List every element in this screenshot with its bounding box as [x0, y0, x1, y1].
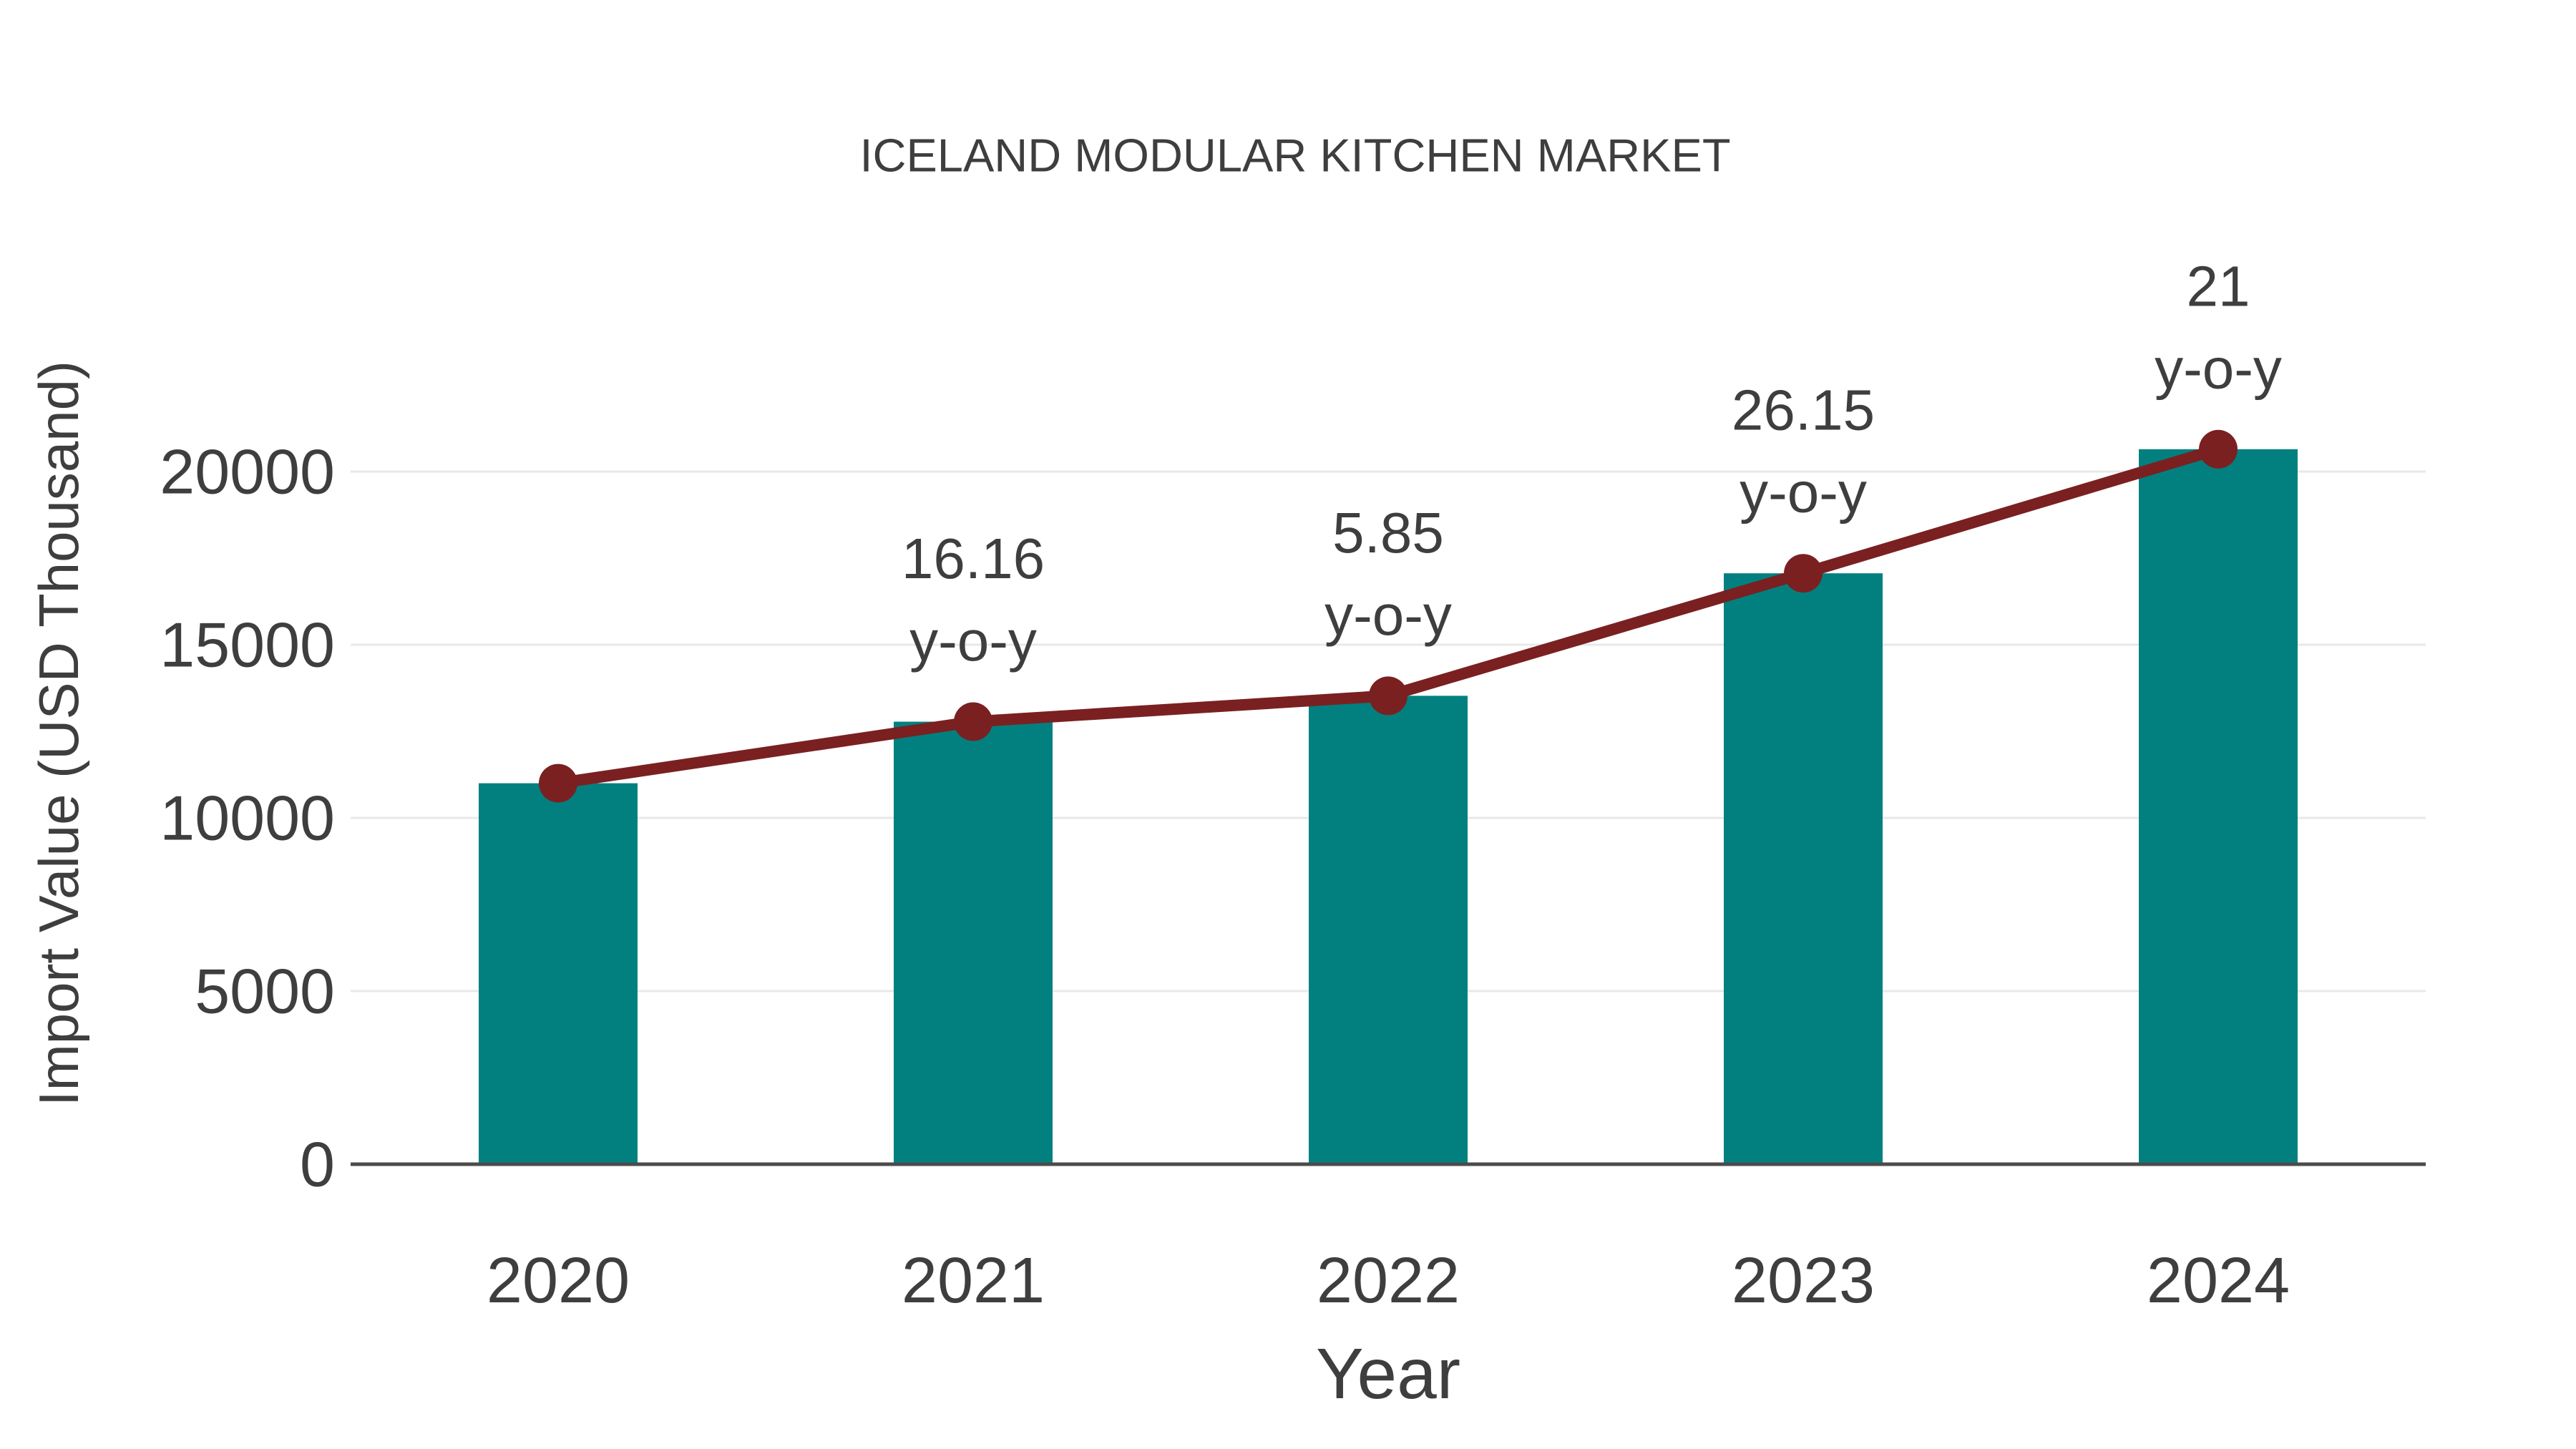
yoy-suffix-label-2023: y-o-y — [1740, 461, 1867, 525]
bar-2020 — [479, 783, 638, 1164]
line-marker-2022 — [1369, 676, 1407, 716]
yoy-suffix-label-2024: y-o-y — [2155, 336, 2282, 400]
line-marker-2021 — [954, 702, 992, 741]
yoy-suffix-label-2022: y-o-y — [1324, 583, 1452, 647]
plot-area: 0 5000 10000 15000 20000 2020 2021 2022 2023 2024… — [160, 254, 2426, 1317]
bar-2023 — [1724, 573, 1883, 1164]
line-marker-2023 — [1784, 554, 1823, 593]
bar-2021 — [894, 721, 1053, 1164]
y-tick-label-10000: 10000 — [160, 783, 335, 854]
x-tick-label-2020: 2020 — [487, 1245, 630, 1317]
x-tick-label-2023: 2023 — [1732, 1245, 1875, 1317]
bar-2024 — [2139, 449, 2298, 1164]
line-marker-2024 — [2199, 429, 2238, 469]
x-axis-title: Year — [1316, 1334, 1460, 1414]
x-tick-label-2024: 2024 — [2147, 1245, 2290, 1317]
line-marker-2020 — [539, 763, 577, 803]
yoy-suffix-label-2021: y-o-y — [909, 609, 1037, 673]
x-tick-label-2022: 2022 — [1317, 1245, 1460, 1317]
y-tick-label-5000: 5000 — [195, 956, 335, 1027]
yoy-value-label-2024: 21 — [2187, 254, 2250, 318]
yoy-value-label-2022: 5.85 — [1332, 501, 1444, 565]
x-tick-label-2021: 2021 — [902, 1245, 1045, 1317]
yoy-value-label-2023: 26.15 — [1732, 379, 1875, 442]
y-tick-label-0: 0 — [300, 1129, 335, 1200]
yoy-value-label-2021: 16.16 — [902, 527, 1045, 590]
chart-title: ICELAND MODULAR KITCHEN MARKET — [859, 130, 1730, 182]
y-tick-label-15000: 15000 — [160, 610, 335, 680]
bar-2022 — [1309, 696, 1468, 1164]
y-axis-title: Import Value (USD Thousand) — [27, 361, 90, 1106]
y-tick-label-20000: 20000 — [160, 436, 335, 507]
